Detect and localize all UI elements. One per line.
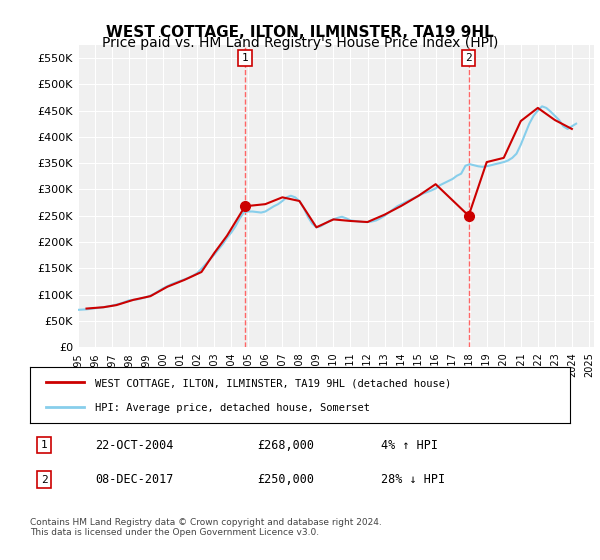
Text: Contains HM Land Registry data © Crown copyright and database right 2024.
This d: Contains HM Land Registry data © Crown c… [30,518,382,538]
Text: 2: 2 [465,53,472,63]
Text: 1: 1 [41,440,47,450]
Text: WEST COTTAGE, ILTON, ILMINSTER, TA19 9HL: WEST COTTAGE, ILTON, ILMINSTER, TA19 9HL [106,25,494,40]
Text: Price paid vs. HM Land Registry's House Price Index (HPI): Price paid vs. HM Land Registry's House … [102,36,498,50]
Text: 4% ↑ HPI: 4% ↑ HPI [381,438,438,451]
Text: £268,000: £268,000 [257,438,314,451]
Text: 1: 1 [242,53,248,63]
Text: 22-OCT-2004: 22-OCT-2004 [95,438,173,451]
Text: HPI: Average price, detached house, Somerset: HPI: Average price, detached house, Some… [95,403,370,413]
Text: 08-DEC-2017: 08-DEC-2017 [95,473,173,486]
Text: £250,000: £250,000 [257,473,314,486]
Text: 28% ↓ HPI: 28% ↓ HPI [381,473,445,486]
Text: WEST COTTAGE, ILTON, ILMINSTER, TA19 9HL (detached house): WEST COTTAGE, ILTON, ILMINSTER, TA19 9HL… [95,379,451,389]
Text: 2: 2 [41,475,47,485]
